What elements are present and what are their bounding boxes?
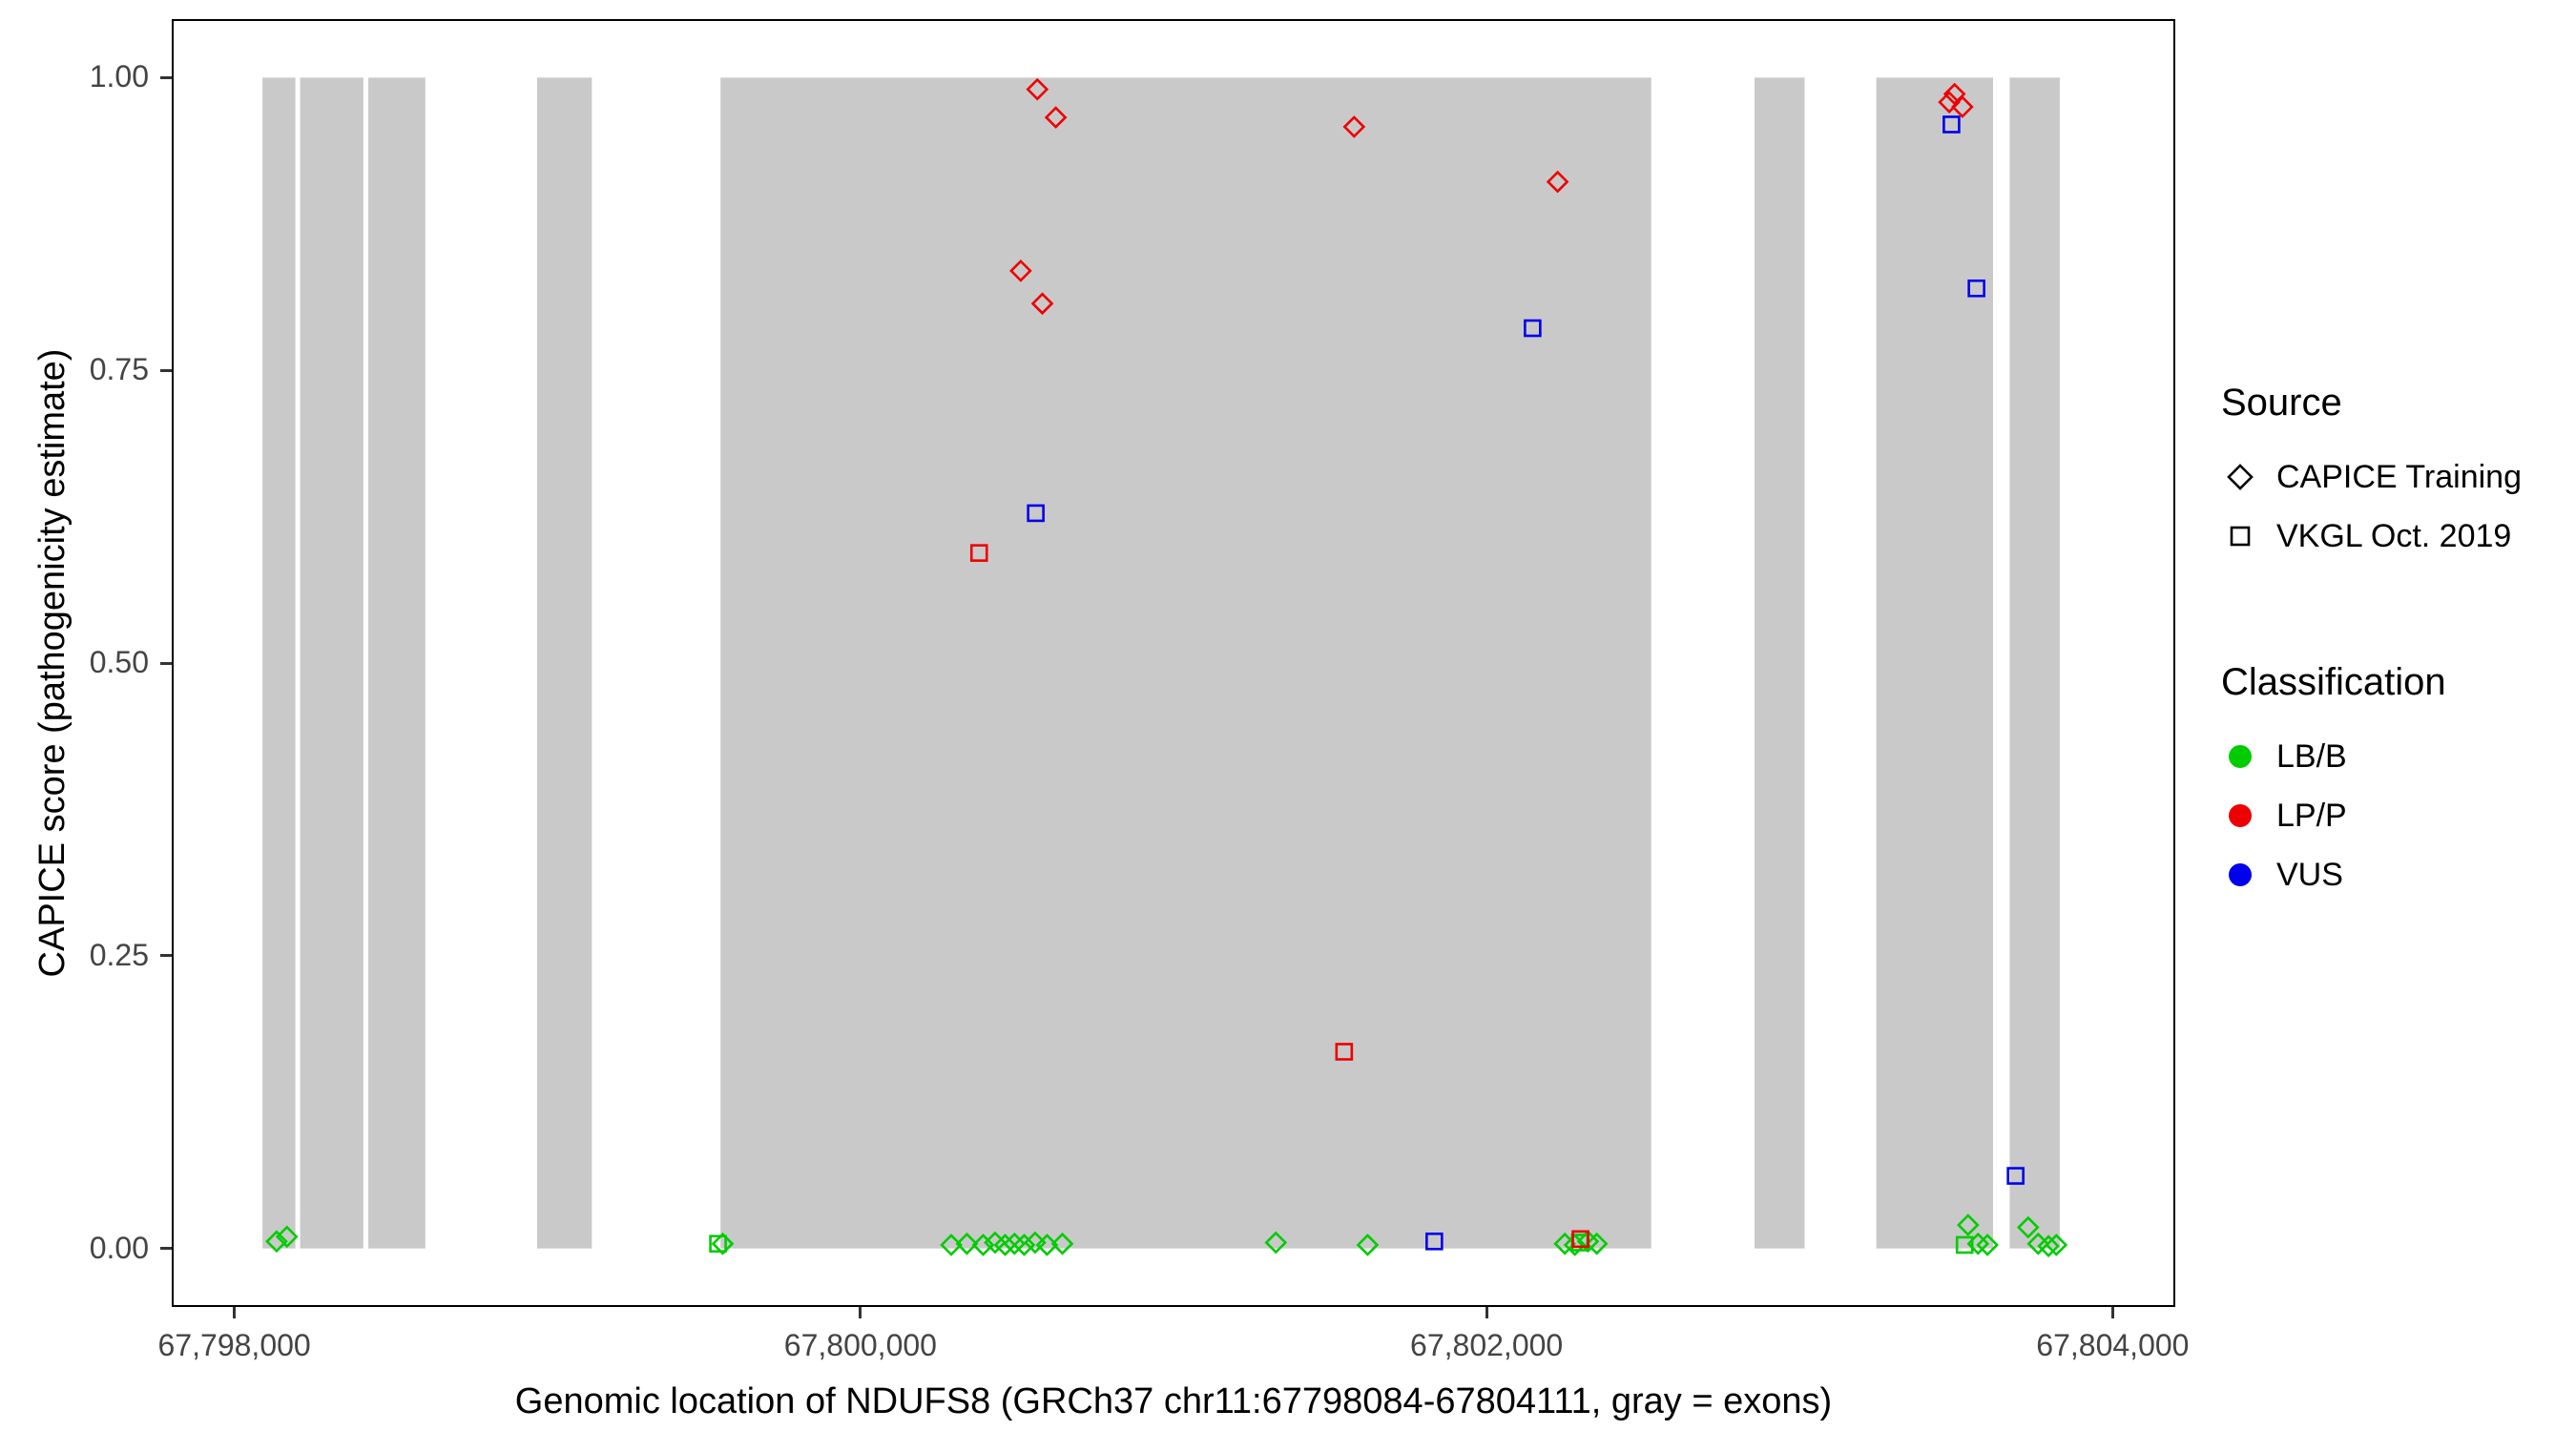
data-point-square [969, 544, 988, 562]
x-tick-mark [859, 1307, 862, 1318]
data-point-diamond [1546, 170, 1569, 194]
x-tick-mark [233, 1307, 237, 1318]
data-point-square [1967, 279, 1985, 298]
blue-dot-icon [2229, 863, 2252, 886]
data-point-diamond [275, 1225, 299, 1249]
data-point-square [1942, 115, 1961, 134]
plot-panel [172, 19, 2175, 1307]
legend-item-label: LP/P [2276, 797, 2347, 834]
data-point-diamond [993, 1234, 1017, 1256]
legend-source-title: Source [2221, 382, 2342, 424]
x-axis-title: Genomic location of NDUFS8 (GRCh37 chr11… [514, 1381, 1833, 1421]
data-point-diamond [1009, 259, 1032, 282]
legend-item-label: CAPICE Training [2276, 458, 2522, 495]
data-point-square [1955, 1235, 1974, 1255]
y-tick-label: 0.00 [89, 1230, 149, 1265]
data-point-diamond [1356, 1234, 1380, 1256]
legend: Source CAPICE Training VKGL Oct. 2019 Cl… [2221, 382, 2522, 904]
exon-region [536, 77, 592, 1249]
red-dot-icon [2229, 804, 2252, 827]
data-point-diamond [940, 1234, 963, 1256]
data-point-square [1335, 1043, 1354, 1061]
data-point-diamond [2037, 1234, 2060, 1258]
x-tick-label: 67,798,000 [157, 1328, 311, 1362]
data-point-square [1571, 1230, 1589, 1249]
y-tick-label: 0.75 [89, 352, 149, 387]
exon-region [720, 77, 1652, 1249]
x-tick-label: 67,802,000 [1410, 1328, 1564, 1362]
y-tick-mark [160, 368, 172, 372]
data-point-diamond [2016, 1215, 2040, 1239]
exon-region [1876, 77, 1994, 1249]
data-point-diamond [1342, 115, 1366, 138]
data-point-square [1524, 319, 1542, 338]
y-tick-mark [160, 75, 172, 79]
legend-item-label: VKGL Oct. 2019 [2276, 517, 2512, 554]
data-point-diamond [1030, 292, 1054, 316]
exon-region [2009, 77, 2060, 1249]
data-point-diamond [1050, 1232, 1074, 1255]
data-point-diamond [1563, 1234, 1587, 1256]
data-point-diamond [1044, 106, 1068, 129]
data-point-diamond [2045, 1234, 2068, 1256]
data-point-square [2006, 1167, 2025, 1185]
legend-item-label: LB/B [2276, 737, 2347, 775]
x-tick-label: 67,804,000 [2036, 1328, 2190, 1362]
data-point-diamond [971, 1234, 995, 1256]
legend-item-vkgl: VKGL Oct. 2019 [2221, 507, 2522, 566]
y-tick-mark [160, 1247, 172, 1251]
legend-item-capice-training: CAPICE Training [2221, 447, 2522, 507]
legend-item-label: VUS [2276, 856, 2343, 893]
exon-region [262, 77, 296, 1249]
data-point-diamond [1966, 1232, 1990, 1255]
y-tick-mark [160, 954, 172, 958]
data-point-diamond [265, 1230, 288, 1254]
x-tick-mark [2110, 1307, 2114, 1318]
y-tick-label: 0.50 [89, 645, 149, 679]
legend-item-lbb: LB/B [2221, 727, 2522, 786]
plot-canvas [172, 19, 2175, 1307]
green-dot-icon [2229, 745, 2252, 768]
exon-region [368, 77, 426, 1249]
exon-region [300, 77, 364, 1249]
data-point-square [709, 1234, 727, 1254]
data-point-square [1425, 1232, 1444, 1251]
open-diamond-icon [2227, 464, 2254, 490]
y-tick-label: 1.00 [89, 59, 149, 94]
data-point-diamond [1012, 1234, 1036, 1256]
data-point-diamond [1956, 1213, 1980, 1236]
x-tick-mark [1485, 1307, 1488, 1318]
data-point-diamond [1264, 1231, 1288, 1255]
data-point-diamond [1003, 1232, 1027, 1255]
data-point-diamond [1585, 1232, 1609, 1255]
y-tick-mark [160, 661, 172, 665]
data-point-square [1027, 504, 1045, 523]
y-tick-label: 0.25 [89, 937, 149, 972]
exon-region [1755, 77, 1805, 1249]
data-point-diamond [1976, 1234, 1999, 1256]
x-tick-label: 67,800,000 [783, 1328, 937, 1362]
open-square-icon [2230, 526, 2251, 547]
legend-classification-title: Classification [2221, 661, 2446, 703]
legend-item-lpp: LP/P [2221, 786, 2522, 845]
data-point-diamond [1026, 77, 1049, 101]
legend-item-vus: VUS [2221, 845, 2522, 904]
data-point-diamond [711, 1232, 735, 1255]
data-point-diamond [955, 1232, 979, 1255]
data-point-diamond [1938, 91, 1961, 114]
panel-border [172, 19, 2175, 1307]
